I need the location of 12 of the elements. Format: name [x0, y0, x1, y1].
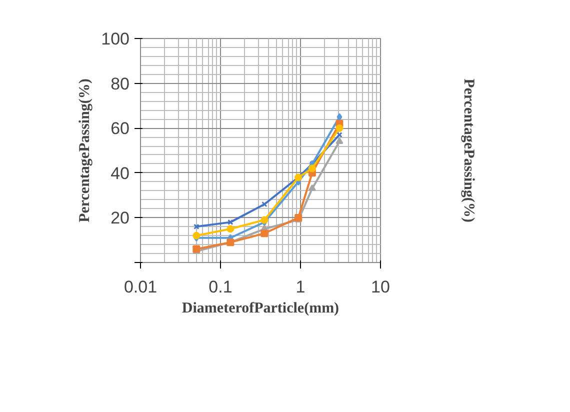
x-axis-title: DiameterofParticle(mm) [182, 300, 340, 316]
y-tick-label: 80 [110, 74, 130, 94]
y-axis-title: PercentagePassing(%) [77, 78, 94, 222]
y2-axis-title: PercentagePassing(%) [460, 78, 476, 222]
x-tick-label: 0.01 [124, 278, 158, 296]
x-tick-label: 1 [296, 278, 306, 296]
y-tick-label: 60 [110, 119, 130, 138]
y-tick-label: 40 [110, 164, 130, 183]
y-tick-label: 100 [101, 30, 130, 48]
x-tick-label: 0.1 [208, 278, 232, 296]
x-tick-label: 10 [371, 278, 390, 296]
y-tick-label: 20 [110, 208, 130, 228]
